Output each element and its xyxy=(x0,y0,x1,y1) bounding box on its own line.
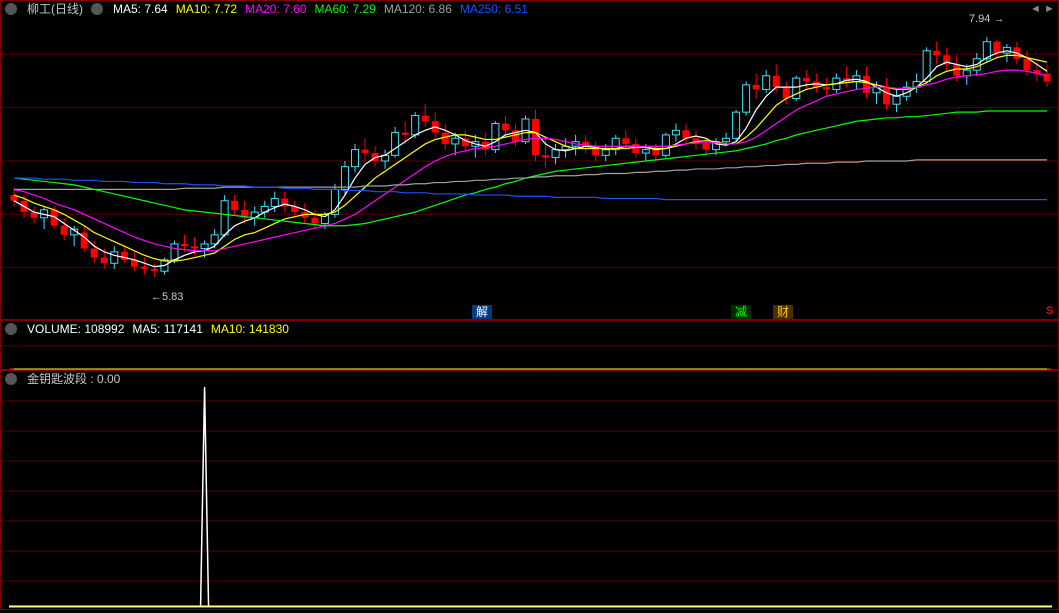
event-badge[interactable]: 解 xyxy=(472,305,492,319)
price-panel[interactable]: 柳工(日线) MA5: 7.64 MA10: 7.72 MA20: 7.60 MA60… xyxy=(0,0,1059,320)
ma-label: MA5: 7.64 xyxy=(113,2,168,16)
indicator-label: 金钥匙波段 : 0.00 xyxy=(27,371,120,387)
indicator-chart[interactable] xyxy=(1,371,1059,611)
ma-label: MA250: 6.51 xyxy=(460,2,528,16)
volume-panel[interactable]: VOLUME: 108992 MA5: 117141 MA10: 141830 xyxy=(0,320,1059,370)
volume-label: VOLUME: 108992 xyxy=(27,322,124,336)
s-marker: S xyxy=(1046,305,1053,317)
event-badge[interactable]: 财 xyxy=(773,305,793,319)
high-annotation: 7.94 → xyxy=(969,13,1004,25)
toggle-icon[interactable] xyxy=(5,323,17,335)
volume-label: MA5: 117141 xyxy=(132,322,203,336)
ma-label: MA60: 7.29 xyxy=(314,2,375,16)
ma-label: MA10: 7.72 xyxy=(176,2,237,16)
indicator-panel[interactable]: 金钥匙波段 : 0.00 xyxy=(0,370,1059,610)
stock-title: 柳工(日线) xyxy=(27,1,83,17)
ma-label: MA20: 7.60 xyxy=(245,2,306,16)
toggle-icon[interactable] xyxy=(91,3,103,15)
toggle-icon[interactable] xyxy=(5,373,17,385)
indicator-header: 金钥匙波段 : 0.00 xyxy=(1,371,120,387)
ma-label: MA120: 6.86 xyxy=(384,2,452,16)
low-annotation: ←5.83 xyxy=(151,291,183,303)
volume-label: MA10: 141830 xyxy=(211,322,289,336)
toggle-icon[interactable] xyxy=(5,3,17,15)
price-header: 柳工(日线) MA5: 7.64 MA10: 7.72 MA20: 7.60 MA60… xyxy=(1,1,536,17)
price-chart[interactable] xyxy=(1,1,1059,321)
event-badge[interactable]: 减 xyxy=(731,305,751,319)
volume-header: VOLUME: 108992 MA5: 117141 MA10: 141830 xyxy=(1,321,297,337)
